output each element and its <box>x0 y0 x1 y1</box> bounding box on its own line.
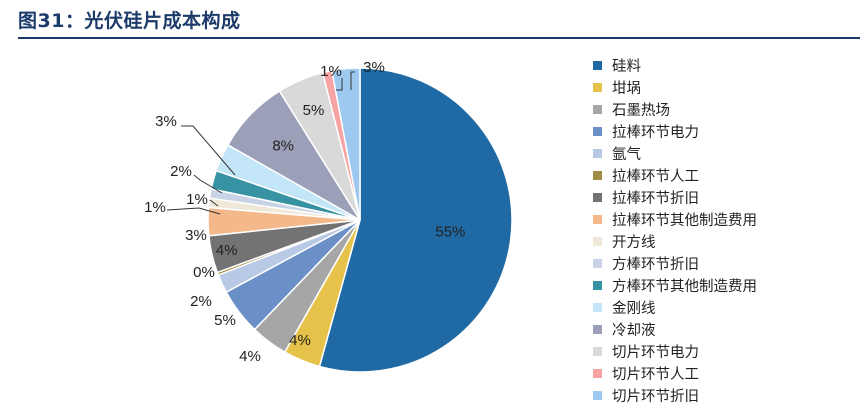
legend-label: 拉棒环节电力 <box>612 124 699 141</box>
data-label: 5% <box>214 312 236 329</box>
legend-item: 开方线 <box>593 230 757 252</box>
data-label: 1% <box>186 191 208 208</box>
data-label: 0% <box>193 264 215 281</box>
leader-line <box>336 78 343 91</box>
legend-item: 拉棒环节电力 <box>593 120 757 142</box>
leader-line <box>350 71 355 90</box>
legend-label: 硅料 <box>612 58 641 75</box>
legend-label: 石墨热场 <box>612 102 670 119</box>
legend-swatch <box>593 148 602 158</box>
legend-swatch <box>593 258 602 268</box>
legend-label: 冷却液 <box>612 322 656 339</box>
data-label: 3% <box>185 227 207 244</box>
legend-swatch <box>593 280 602 290</box>
leader-line <box>181 125 236 176</box>
data-label: 55% <box>435 223 465 240</box>
legend-swatch <box>593 60 602 70</box>
legend-label: 氩气 <box>612 146 641 163</box>
data-label: 5% <box>303 102 325 119</box>
chart-legend: 硅料坩埚石墨热场拉棒环节电力 氩气拉棒环节人工 拉棒环节折旧拉棒环节其他制造费用 开方… <box>593 54 757 406</box>
legend-swatch <box>593 390 602 400</box>
legend-swatch <box>593 104 602 114</box>
data-label: 3% <box>363 59 385 76</box>
legend-item: 切片环节折旧 <box>593 384 757 406</box>
data-label: 3% <box>155 113 177 130</box>
legend-label: 方棒环节折旧 <box>612 256 699 273</box>
data-label: 4% <box>239 348 261 365</box>
legend-item: 冷却液 <box>593 318 757 340</box>
data-label: 2% <box>170 163 192 180</box>
legend-swatch <box>593 302 602 312</box>
legend-label: 拉棒环节折旧 <box>612 190 699 207</box>
legend-label: 切片环节折旧 <box>612 388 699 405</box>
legend-item: 拉棒环节人工 <box>593 164 757 186</box>
legend-item: 氩气 <box>593 142 757 164</box>
title-rule <box>18 37 860 39</box>
legend-item: 切片环节人工 <box>593 362 757 384</box>
legend-swatch <box>593 324 602 334</box>
legend-swatch <box>593 368 602 378</box>
legend-item: 石墨热场 <box>593 98 757 120</box>
data-label: 4% <box>216 242 238 259</box>
legend-swatch <box>593 236 602 246</box>
data-label: 8% <box>272 137 294 154</box>
legend-item: 金刚线 <box>593 296 757 318</box>
legend-label: 金刚线 <box>612 300 656 317</box>
legend-label: 坩埚 <box>612 80 641 97</box>
legend-item: 切片环节电力 <box>593 340 757 362</box>
legend-item: 方棒环节其他制造费用 <box>593 274 757 296</box>
legend-swatch <box>593 82 602 92</box>
legend-label: 切片环节人工 <box>612 366 699 383</box>
leader-line <box>166 207 221 215</box>
data-label: 1% <box>320 63 342 80</box>
legend-item: 坩埚 <box>593 76 757 98</box>
leader-line <box>193 174 223 194</box>
legend-swatch <box>593 170 602 180</box>
legend-label: 拉棒环节其他制造费用 <box>612 212 757 229</box>
legend-label: 切片环节电力 <box>612 344 699 361</box>
legend-item: 硅料 <box>593 54 757 76</box>
leader-line <box>209 199 219 207</box>
legend-label: 拉棒环节人工 <box>612 168 699 185</box>
legend-item: 拉棒环节折旧 <box>593 186 757 208</box>
legend-swatch <box>593 126 602 136</box>
legend-item: 方棒环节折旧 <box>593 252 757 274</box>
legend-item: 拉棒环节其他制造费用 <box>593 208 757 230</box>
legend-label: 方棒环节其他制造费用 <box>612 278 757 295</box>
legend-label: 开方线 <box>612 234 656 251</box>
data-label: 2% <box>190 293 212 310</box>
pie-slice <box>331 67 361 221</box>
figure-title: 图31：光伏硅片成本构成 <box>18 10 241 32</box>
legend-swatch <box>593 214 602 224</box>
legend-swatch <box>593 346 602 356</box>
data-label: 4% <box>289 332 311 349</box>
pie-slice <box>318 67 513 373</box>
data-label: 1% <box>144 199 166 216</box>
legend-swatch <box>593 192 602 202</box>
